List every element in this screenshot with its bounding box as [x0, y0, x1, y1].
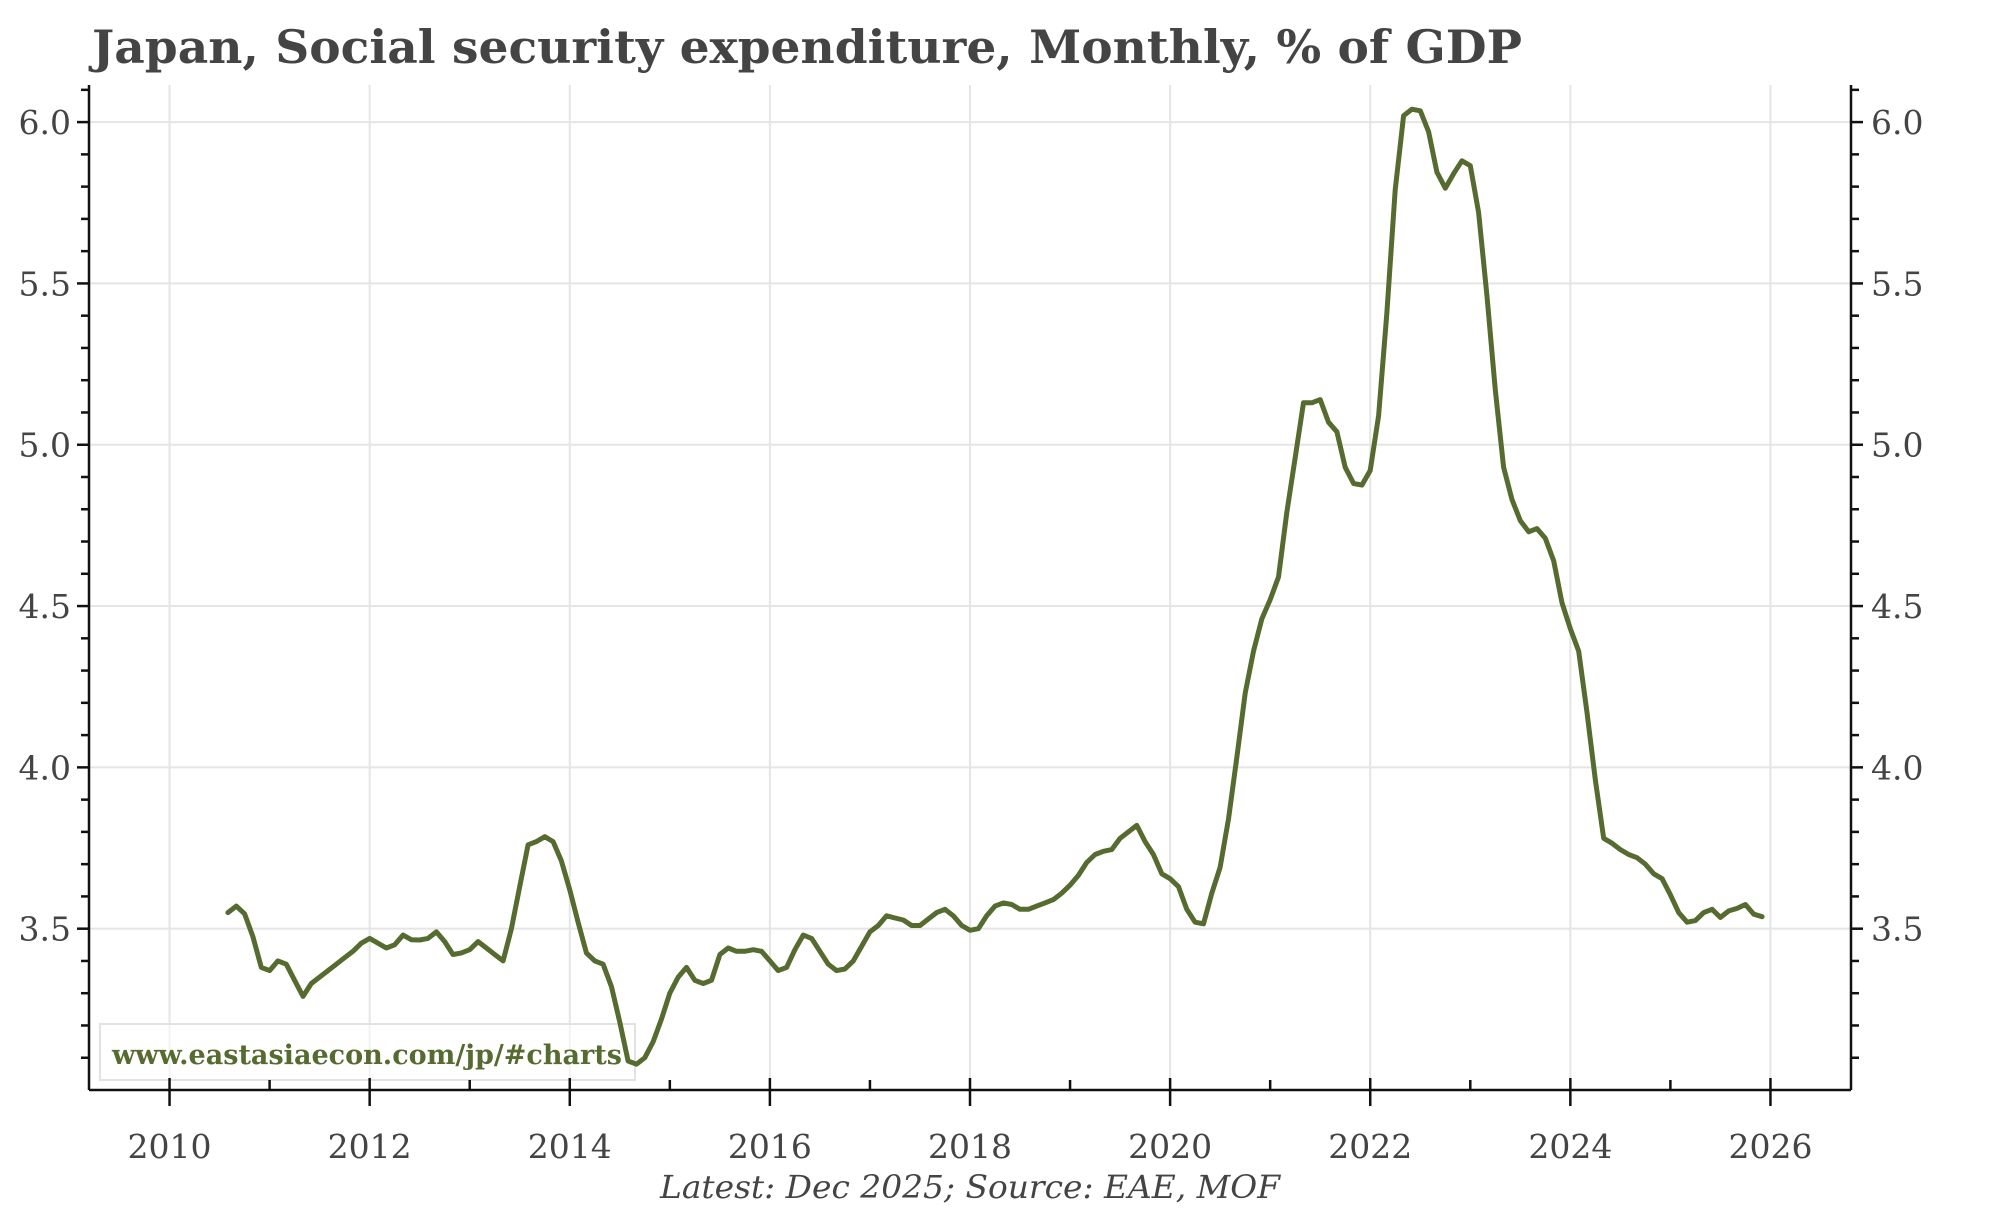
y-tick-label-right: 6.0 — [1871, 103, 1923, 142]
y-tick-label-right: 3.5 — [1871, 910, 1923, 949]
y-tick-label-right: 5.0 — [1871, 426, 1923, 465]
x-tick-label: 2026 — [1728, 1127, 1812, 1166]
y-tick-label-left: 5.0 — [19, 426, 71, 465]
y-tick-label-right: 4.5 — [1871, 587, 1923, 626]
chart-title: Japan, Social security expenditure, Mont… — [88, 20, 1522, 74]
x-tick-label: 2016 — [728, 1127, 812, 1166]
y-tick-label-left: 6.0 — [19, 103, 71, 142]
x-tick-label: 2022 — [1328, 1127, 1412, 1166]
watermark-frame — [99, 1023, 636, 1081]
y-tick-label-left: 4.5 — [19, 587, 71, 626]
x-tick-labels: 2010 2012 2014 2016 2018 2020 2022 2024 2026 — [128, 1127, 1813, 1166]
y-tick-label-left: 4.0 — [19, 748, 71, 787]
x-tick-label: 2014 — [528, 1127, 612, 1166]
y-tick-label-left: 5.5 — [19, 264, 71, 303]
watermark-box[interactable] — [99, 1023, 636, 1081]
y-tick-label-right: 4.0 — [1871, 748, 1923, 787]
watermark-link[interactable]: www.eastasiaecon.com/jp/#charts — [111, 1040, 622, 1071]
x-tick-label: 2024 — [1528, 1127, 1612, 1166]
x-tick-label: 2020 — [1128, 1127, 1212, 1166]
y-tick-label-right: 5.5 — [1871, 264, 1923, 303]
y-tick-labels-left: 3.5 4.0 4.5 5.0 5.5 6.0 — [19, 103, 71, 949]
series-layer — [225, 106, 1765, 1067]
x-tick-label: 2012 — [328, 1127, 412, 1166]
y-tick-labels-right: 3.5 4.0 4.5 5.0 5.5 6.0 — [1871, 103, 1923, 949]
series-points — [227, 109, 1763, 1065]
x-ticks — [168, 1078, 1772, 1106]
chart-footer-source: Latest: Dec 2025; Source: EAE, MOF — [659, 1168, 1282, 1206]
y-ticks — [77, 88, 1863, 1059]
x-gridlines — [168, 85, 1772, 1090]
y-tick-label-left: 3.5 — [19, 910, 71, 949]
x-tick-label: 2018 — [928, 1127, 1012, 1166]
x-tick-label: 2010 — [128, 1127, 212, 1166]
